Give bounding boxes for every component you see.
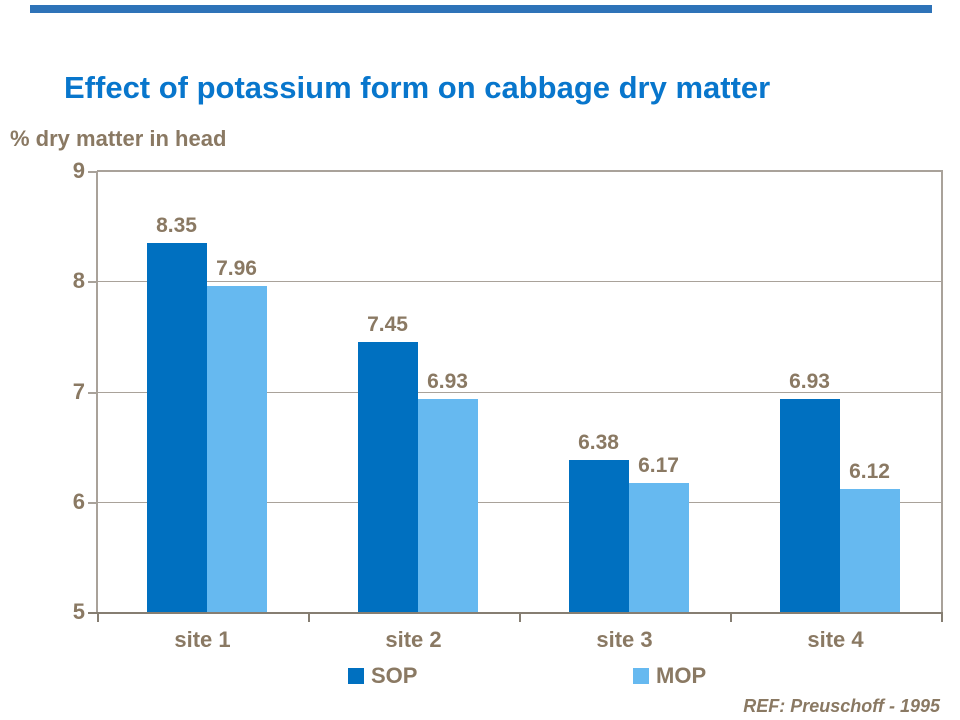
y-tick-label-6: 6: [72, 488, 85, 514]
y-tickmark-6: [88, 501, 97, 504]
x-tickmark-4: [941, 614, 943, 622]
x-category-label-2: site 2: [385, 627, 442, 652]
y-tick-label-9: 9: [72, 158, 85, 183]
top-accent-bar: [30, 5, 932, 13]
plot-border-top: [97, 170, 943, 172]
x-tickmark-0: [97, 614, 99, 622]
value-label-mop-site-3: 6.17: [638, 454, 679, 477]
bar-mop-site-1: [206, 285, 267, 612]
legend-item-sop: SOP: [348, 662, 417, 690]
bar-mop-site-4: [839, 488, 900, 612]
bar-sop-site-1: [146, 242, 207, 612]
legend-item-mop: MOP: [633, 662, 706, 690]
value-label-sop-site-1: 8.35: [156, 213, 197, 237]
legend-swatch-sop: [348, 668, 364, 684]
value-label-mop-site-2: 6.93: [427, 370, 468, 394]
value-label-sop-site-2: 7.45: [367, 312, 408, 336]
chart-title: Effect of potassium form on cabbage dry …: [64, 70, 771, 105]
gridline-y-6: [97, 501, 941, 503]
y-axis-title: % dry matter in head: [10, 126, 227, 151]
x-tickmark-2: [519, 614, 521, 622]
bar-sop-site-2: [357, 341, 418, 612]
bar-mop-site-2: [417, 399, 478, 612]
value-label-sop-site-3: 6.38: [578, 430, 619, 454]
plot-border-right: [941, 171, 943, 612]
x-tickmark-3: [730, 614, 732, 622]
value-label-mop-site-1: 7.96: [216, 256, 257, 280]
x-category-label-3: site 3: [596, 627, 653, 652]
value-label-mop-site-4: 6.12: [849, 459, 890, 483]
y-tick-label-8: 8: [72, 268, 85, 294]
x-category-label-4: site 4: [807, 627, 864, 652]
y-tick-label-5: 5: [72, 599, 85, 624]
bar-sop-site-4: [779, 399, 840, 612]
y-tickmark-9: [88, 171, 97, 173]
x-axis-line: [88, 612, 943, 614]
bar-mop-site-3: [628, 483, 689, 612]
bar-sop-site-3: [568, 459, 629, 612]
y-tickmark-7: [88, 391, 97, 394]
value-label-sop-site-4: 6.93: [789, 370, 830, 394]
legend-label-sop: SOP: [371, 663, 418, 688]
y-tick-label-7: 7: [72, 378, 85, 404]
y-tickmark-8: [88, 281, 97, 284]
legend-swatch-mop: [633, 668, 649, 684]
gridline-y-7: [97, 391, 941, 393]
legend-label-mop: MOP: [656, 663, 707, 688]
x-category-label-1: site 1: [174, 627, 231, 652]
reference-text: REF: Preuschoff - 1995: [743, 696, 940, 716]
x-tickmark-1: [308, 614, 310, 622]
gridline-y-8: [97, 281, 941, 283]
